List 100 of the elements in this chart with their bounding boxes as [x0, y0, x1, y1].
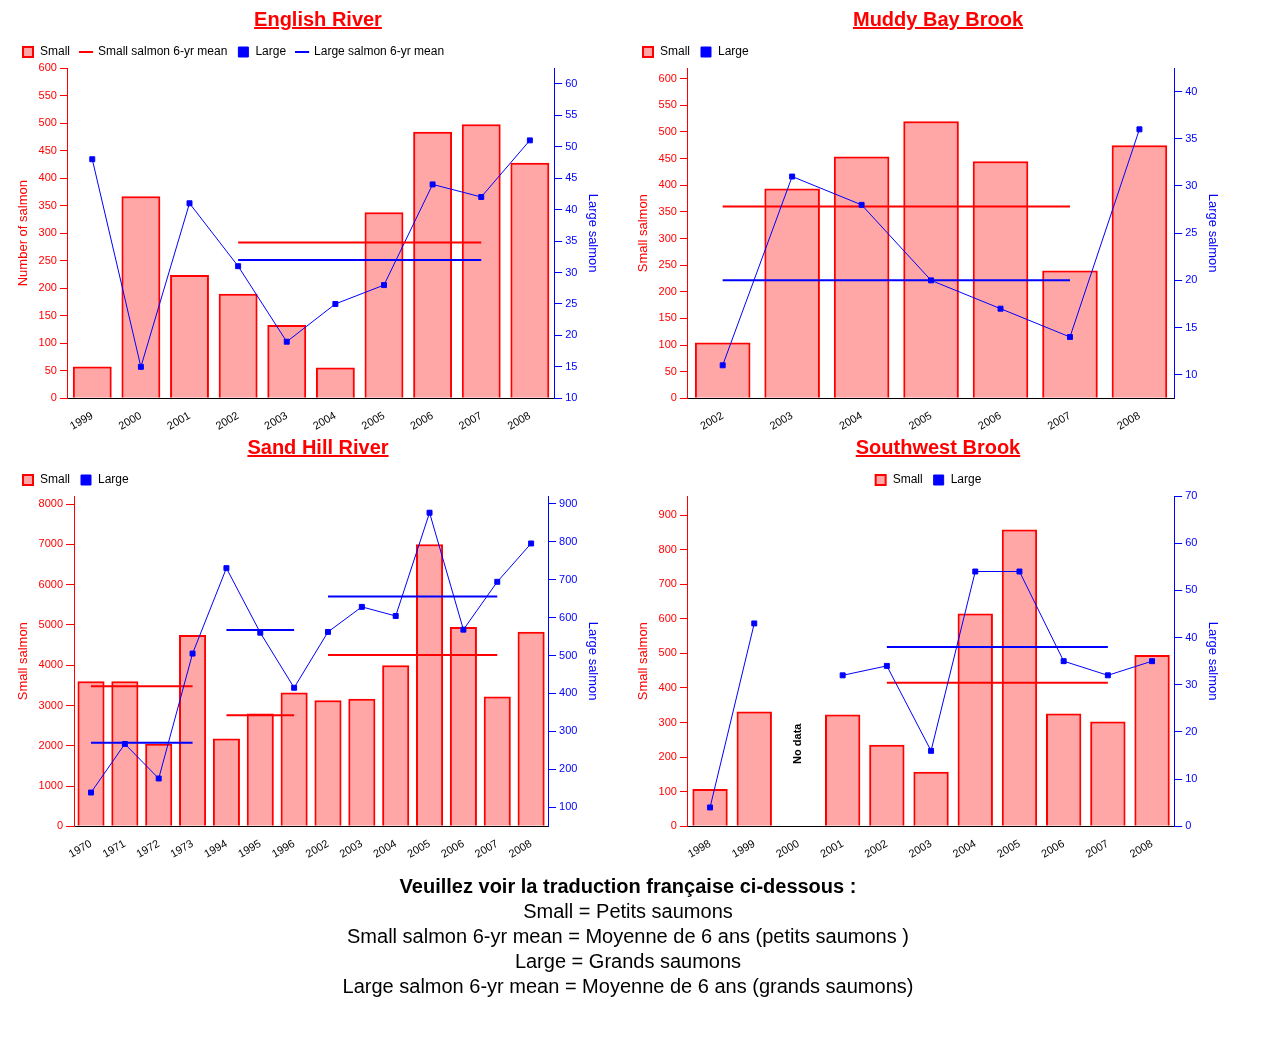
y-axis-title: Small salmon — [635, 194, 651, 273]
y-axis-title: Small salmon — [15, 622, 31, 701]
y2-tick-label: 400 — [559, 686, 578, 699]
point — [325, 628, 331, 635]
legend-label: Large — [950, 472, 982, 487]
x-tick-label: 2000 — [116, 409, 144, 432]
x-tick-label: 2008 — [1127, 837, 1155, 860]
y2-tick-label: 40 — [565, 202, 578, 215]
y-tick-label: 50 — [664, 364, 677, 377]
y-tick-label: 2000 — [38, 738, 64, 751]
y2-tick-label: 25 — [1185, 226, 1198, 239]
y-tick-label: 0 — [56, 819, 64, 832]
y2-tick-label: 900 — [559, 496, 578, 509]
y-tick-label: 150 — [658, 311, 677, 324]
x-tick-label: 2000 — [773, 837, 801, 860]
bar — [869, 744, 905, 826]
point — [137, 363, 144, 370]
point — [89, 156, 96, 163]
y-tick-label: 300 — [658, 231, 677, 244]
chart-title: Sand Hill River — [246, 436, 390, 460]
point — [883, 662, 890, 669]
y2-tick-label: 35 — [565, 234, 578, 247]
point — [719, 362, 726, 369]
point — [223, 565, 230, 572]
y2-tick-label: 800 — [559, 534, 578, 547]
legend-label: Large salmon 6-yr mean — [314, 44, 445, 59]
bar — [483, 696, 511, 826]
annotation: No data — [791, 722, 804, 764]
x-tick-label: 2002 — [698, 409, 726, 432]
y-tick-label: 600 — [658, 611, 677, 624]
bar — [314, 700, 342, 826]
point — [928, 747, 935, 754]
bar — [382, 665, 410, 826]
point — [839, 672, 846, 679]
bar — [72, 366, 112, 398]
bar — [218, 293, 258, 398]
chart-title: English River — [253, 8, 383, 32]
point — [858, 201, 865, 208]
y2-tick-label: 15 — [565, 359, 578, 372]
y2-tick-label: 30 — [565, 265, 578, 278]
y-axis-title: Number of salmon — [15, 180, 31, 287]
point — [1060, 658, 1067, 665]
x-tick-label: 1973 — [167, 837, 196, 860]
x-tick-label: 2008 — [1114, 409, 1142, 432]
y-tick-label: 600 — [38, 61, 57, 74]
legend-label: Small — [40, 472, 71, 487]
y-tick-label: 800 — [658, 542, 677, 555]
y-tick-label: 600 — [658, 71, 677, 84]
point — [972, 568, 979, 575]
y-tick-label: 500 — [38, 116, 57, 129]
x-tick-label: 1996 — [269, 837, 297, 860]
point — [707, 804, 714, 811]
text: Veuillez voir la traduction française ci-dessous : — [398, 874, 858, 899]
y2-tick-label: 30 — [1185, 677, 1198, 690]
bar — [824, 714, 861, 826]
point — [494, 578, 501, 585]
y2-tick-label: 25 — [565, 296, 578, 309]
point — [392, 613, 399, 619]
x-tick-label: 1998 — [685, 837, 713, 860]
y2-tick-label: 20 — [1185, 273, 1198, 286]
chart-title: Muddy Bay Brook — [852, 8, 1024, 32]
point — [88, 789, 94, 796]
y-tick-label: 350 — [658, 204, 677, 217]
legend-label: Large — [718, 44, 750, 59]
x-tick-label: 1972 — [134, 837, 162, 860]
y-tick-label: 6000 — [38, 577, 64, 590]
x-tick-label: 2003 — [767, 409, 795, 432]
point — [528, 540, 535, 547]
point — [1104, 672, 1111, 679]
y-tick-label: 400 — [38, 171, 57, 184]
bar — [1045, 713, 1082, 826]
point — [426, 509, 433, 516]
y-tick-label: 150 — [38, 308, 57, 321]
y-tick-label: 400 — [658, 681, 677, 693]
y2-tick-label: 40 — [1185, 84, 1198, 97]
point — [526, 137, 533, 144]
point — [478, 194, 485, 200]
text: Small salmon 6-yr mean = Moyenne de 6 ans (petits saumons ) — [346, 924, 910, 949]
y2-tick-label: 300 — [559, 724, 578, 737]
text: Small = Petits saumons — [522, 899, 734, 924]
point — [1067, 334, 1073, 340]
y2-tick-label: 60 — [1185, 536, 1198, 549]
x-tick-label: 1971 — [100, 837, 128, 860]
y-tick-label: 0 — [670, 819, 677, 832]
x-tick-label: 2003 — [262, 409, 290, 432]
point — [381, 282, 387, 289]
y2-tick-label: 55 — [565, 108, 578, 121]
x-tick-label: 2002 — [213, 409, 241, 432]
point — [332, 300, 339, 307]
y2-tick-label: 60 — [565, 76, 578, 89]
bar — [736, 711, 772, 826]
y2-tick-label: 0 — [1185, 819, 1192, 832]
bar — [1134, 655, 1170, 826]
y-tick-label: 8000 — [38, 497, 64, 510]
y2-tick-label: 700 — [559, 572, 578, 585]
x-tick-label: 2006 — [407, 409, 436, 432]
y-tick-label: 200 — [38, 281, 57, 294]
point — [789, 173, 796, 180]
point — [429, 181, 436, 188]
y2-tick-label: 100 — [559, 800, 578, 813]
